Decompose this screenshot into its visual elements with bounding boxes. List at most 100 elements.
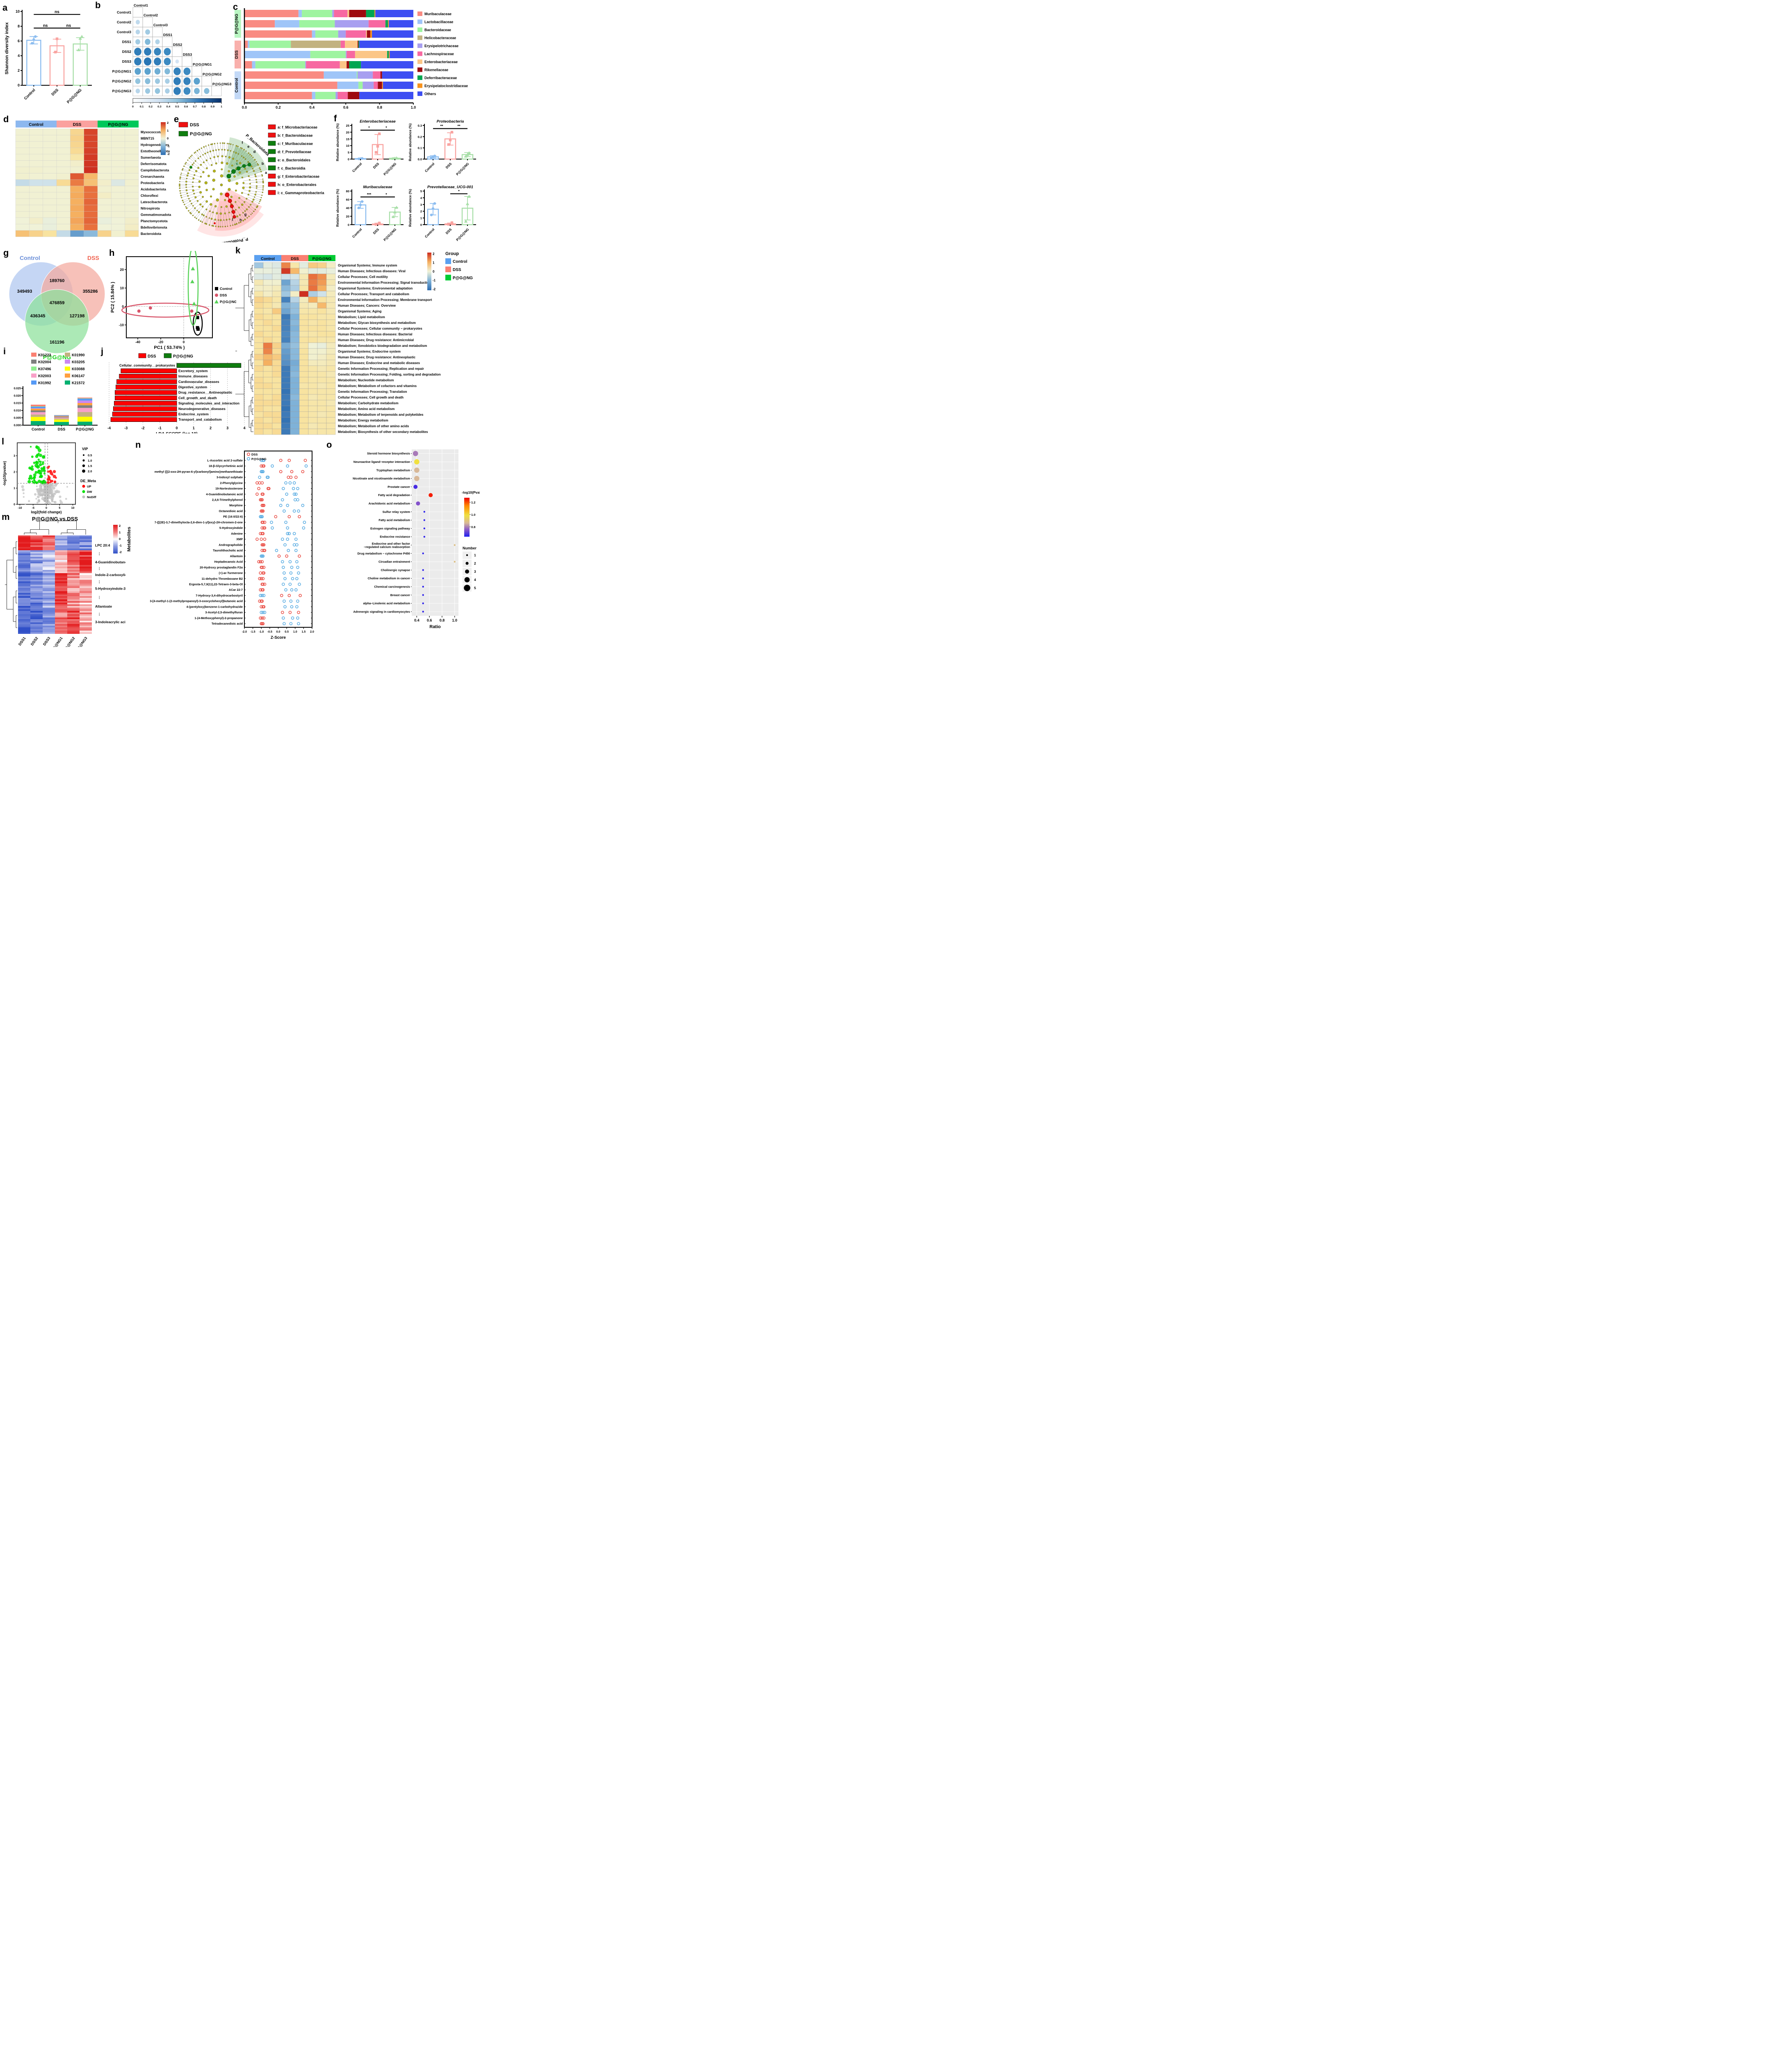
svg-text:20: 20 [120,268,124,272]
row-label: Allantoate [95,604,112,608]
pathway-label: Estrogen signaling pathway [370,526,410,530]
metabolite-label: L-Ascorbic acid 2-sulfate [207,458,243,462]
legend-color-tick: 0.8 [471,525,475,529]
heatmap-row-label: Myxococcota [141,130,162,134]
metabolite-label: Octanedioic acid [219,509,243,513]
metabolite-label: Andrographolide [219,543,243,547]
svg-text:0.3: 0.3 [418,124,422,128]
legend-item: K01990 [72,353,85,357]
svg-text:4: 4 [243,426,245,430]
legend-item: P@G@NG [453,276,473,280]
legend-item: DSS [453,268,461,272]
heatmap-row-label: Bacteroidota [141,232,161,236]
svg-text:0: 0 [18,83,20,87]
heatmap-row-label: Entotheonellaeota [141,149,170,153]
svg-text:40: 40 [346,206,349,210]
legend-color-tick: 1.2 [471,501,475,504]
metabolite-label: 18-β-Glycyrrhetinic acid [209,464,243,468]
svg-text:25: 25 [346,124,349,128]
heatmap-row-label: Chloroflexi [141,194,158,198]
clade-letter: e [247,144,249,148]
svg-text:-1: -1 [158,426,162,430]
panel-a-tag: a [2,2,8,13]
panel-h-tag: h [109,248,115,258]
heatmap-row-label: Planctomycetota [141,219,168,223]
pathway-label: Nicotinate and nicotinamide metabolism [353,477,410,481]
svg-text:1.5: 1.5 [302,631,306,633]
heatmap-row-label: Metabolism; Glycan biosynthesis and meta… [338,321,416,325]
heatmap-row-label: Organismal Systems; Aging [338,310,382,313]
svg-text:0.005: 0.005 [14,417,21,420]
significance-label: * [368,125,370,130]
y-axis-label: Relative abundance (%) [408,189,412,227]
row-label-ellipsis: ⋮ [98,551,101,556]
row-label-ellipsis: ⋮ [98,612,101,616]
panel-j-tag: j [101,346,104,356]
heatmap-row-label: Acidobacteriota [141,187,166,191]
svg-text:0.8: 0.8 [440,618,445,622]
pathway-label: Circadian entrainment [378,560,410,564]
bar-label: Signaling_molecules_and_interaction [178,401,239,405]
colorbar-tick: 1 [167,129,169,132]
legend-item: Muribaculaceae [424,12,451,16]
legend-item: P@G@NG [173,354,193,359]
svg-text:-3: -3 [124,426,128,430]
panel-m-metabolite-heatmap: P@G@NG.vs.DSS DSS1 DSS2 DSS3P@G@NG1P@G@NG2P… [5,516,125,647]
x-axis-label: LDA SCORE (log 10) [156,431,198,433]
legend-item: Lactobacillaceae [424,20,454,24]
heatmap-row-label: Genetic Information Processing; Replicat… [338,367,424,371]
svg-text:0.0: 0.0 [276,631,280,633]
metabolite-label: Morphine [229,503,243,507]
row-label-ellipsis: ⋮ [98,595,101,599]
venn-set-label: Control [20,255,40,261]
legend-item: h: o_Enterobacterales [278,183,317,187]
row-label: LPC 20:4 [95,543,110,547]
chart-title: Muribaculaceae [363,185,392,189]
venn-count: 436345 [30,314,46,319]
metabolite-label: 20-Hydroxy prostaglandin F2α [200,565,243,569]
group-band-label: P@G@NG [235,14,239,34]
y-axis-label: PC2 ( 15.84% ) [110,282,115,313]
clade-letter: g [244,212,247,216]
svg-text:0.025: 0.025 [14,387,21,390]
col-label: P@G@NG3 [73,636,88,647]
pathway-label: Choline metabolism in cancer [368,576,410,580]
pathway-label: Endocrine resistance [380,535,410,539]
heatmap-row-label: Human Diseases; Cancers: Overview [338,304,396,308]
panel-e-cladogram: abdefcghiP_BacteroidotaP_ProteobacteriaD… [178,122,325,242]
col-label: P@G@NG2 [61,636,75,647]
svg-text:0.4: 0.4 [310,105,315,109]
svg-text:-10: -10 [119,323,124,327]
svg-text:-10: -10 [18,507,22,510]
pathway-label: alpha−Linolenic acid metabolism [363,601,410,605]
x-tick-label: Control [424,228,435,239]
legend-group: P@G@NG [190,132,212,137]
y-axis-label: Relative abundance (%) [408,123,412,161]
bar-label: Cell_growth_and_death [178,396,217,400]
panel-c-tag: c [233,2,238,12]
figure-root: a b c d e f g h i j k l m n o 0 2 4 6 8 10 Con… [0,0,480,649]
venn-count: 349493 [17,289,32,294]
clade-letter: d [253,150,256,154]
row-label: 3-Indoleacrylic acid [95,620,125,624]
pathway-label: Drug metabolism − cytochrome P450 [358,551,410,555]
heatmap-row-label: Metabolism; Metabolism of other amino ac… [338,424,409,428]
pathway-label: Steroid hormone biosynthesis [367,452,410,456]
legend-vip-title: VIP [82,447,88,451]
svg-text:0.8: 0.8 [377,105,382,109]
matrix-row-label: P@G@NG3 [112,89,132,93]
legend-item: f: c_Bacteroidia [278,166,306,171]
heatmap-row-label: Genetic Information Processing; Folding,… [338,373,441,376]
legend-item: Erysipelatoclostridiaceae [424,84,468,88]
svg-text:1.0: 1.0 [452,618,457,622]
heatmap-row-label: Cellular Processes; Transport and catabo… [338,292,409,296]
significance-label: * [385,125,387,130]
clade-letter: h [239,218,242,222]
pathway-label: Chemical carcinogenesis [374,585,410,588]
svg-text:-2: -2 [141,426,144,430]
venn-count: 161196 [50,340,64,345]
colorbar-tick: 2 [167,121,169,125]
bar-label: Cardiovascular_diseases [178,380,219,384]
colorbar-tick: 0.7 [193,105,197,108]
